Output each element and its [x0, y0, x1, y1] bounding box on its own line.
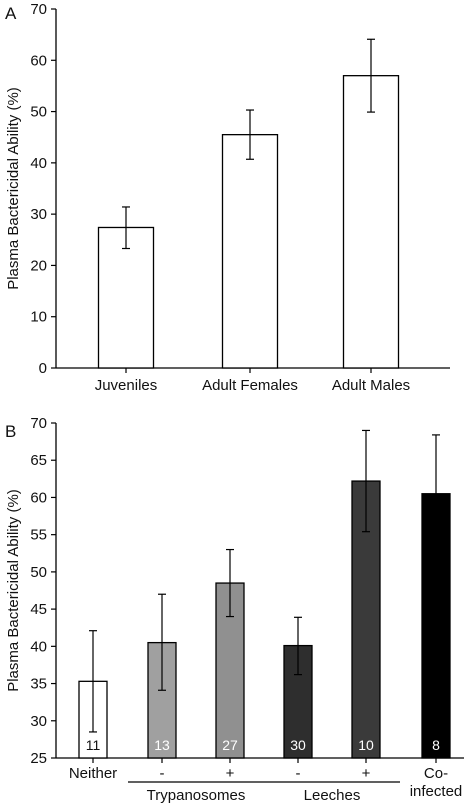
y-tick-label: 65: [30, 452, 47, 469]
sample-size-label: 13: [154, 737, 170, 753]
y-tick-label: 70: [30, 415, 47, 432]
x-tick-label: Juveniles: [95, 377, 158, 394]
y-tick-label: 20: [30, 257, 47, 274]
y-tick-label: 30: [30, 206, 47, 223]
x-tick-label: Neither: [69, 765, 117, 782]
y-tick-label: 35: [30, 676, 47, 693]
sample-size-label: 27: [222, 737, 238, 753]
y-tick-label: 55: [30, 527, 47, 544]
y-tick-label: 25: [30, 750, 47, 767]
y-tick-label: 45: [30, 601, 47, 618]
y-tick-label: 70: [30, 1, 47, 18]
y-tick-label: 50: [30, 564, 47, 581]
y-tick-label: 60: [30, 52, 47, 69]
x-tick-label: Co-infected: [410, 765, 463, 800]
x-tick-label: -: [160, 765, 165, 782]
panel-label: A: [5, 4, 17, 23]
y-tick-label: 40: [30, 155, 47, 172]
y-tick-label: 30: [30, 713, 47, 730]
y-axis-label: Plasma Bactericidal Ability (%): [5, 489, 22, 692]
x-tick-label: +: [226, 765, 235, 782]
x-tick-label: -: [296, 765, 301, 782]
y-tick-label: 0: [39, 360, 47, 377]
y-tick-label: 10: [30, 309, 47, 326]
sample-size-label: 8: [432, 737, 440, 753]
y-tick-label: 50: [30, 104, 47, 121]
x-tick-label: Adult Females: [202, 377, 298, 394]
sample-size-label: 30: [290, 737, 306, 753]
x-tick-label: +: [362, 765, 371, 782]
x-tick-label: Adult Males: [332, 377, 410, 394]
chart-panel-b: B Plasma Bactericidal Ability (%) 25 30 35 40…: [5, 415, 464, 804]
sample-size-label: 10: [358, 737, 374, 753]
chart-panel-a: A Plasma Bactericidal Ability (%) 0 10 20 30 4…: [5, 1, 450, 394]
y-tick-label: 60: [30, 489, 47, 506]
panel-label: B: [5, 422, 16, 441]
bar: [342, 75, 400, 369]
bar: [221, 133, 279, 369]
group-label: Trypanosomes: [147, 787, 246, 804]
y-axis-label: Plasma Bactericidal Ability (%): [5, 87, 22, 290]
group-label: Leeches: [304, 787, 361, 804]
sample-size-label: 11: [86, 737, 101, 753]
y-tick-label: 40: [30, 638, 47, 655]
